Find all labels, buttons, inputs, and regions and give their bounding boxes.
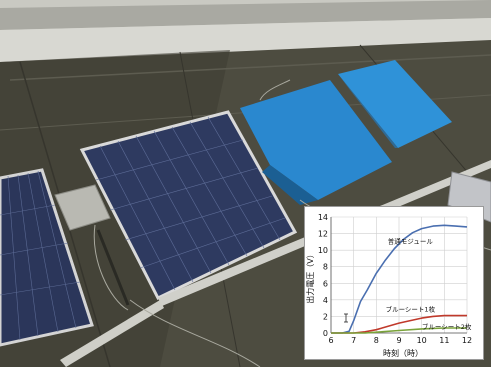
- y-tick-labels: 0 2 4 6 8 10 12 14: [318, 213, 328, 338]
- x-tick-label: 7: [351, 336, 356, 345]
- sensor-post: [96, 229, 130, 306]
- x-tick-label: 9: [396, 336, 401, 345]
- x-tick-labels: 6 7 8 9 10 11 12: [328, 336, 472, 345]
- y-tick-label: 10: [318, 246, 328, 255]
- y-tick-label: 2: [323, 312, 328, 321]
- tarp-shadow-1: [262, 165, 318, 205]
- concrete-block: [54, 184, 111, 231]
- x-tick-label: 12: [462, 336, 472, 345]
- series-label: ブルーシート2枚: [422, 322, 472, 331]
- x-axis-label: 時刻（時）: [383, 348, 423, 358]
- panel-grid-center: [95, 116, 286, 291]
- series-line: [331, 314, 467, 334]
- series-label: 普通モジュール: [388, 237, 434, 246]
- x-tick-label: 11: [439, 336, 449, 345]
- voltage-chart: 0 2 4 6 8 10 12 14 6 7 8 9 10 11 12 普通モジュールブルーシート1枚ブル…: [305, 213, 472, 358]
- y-tick-label: 8: [323, 263, 328, 272]
- roof-joint: [9, 54, 491, 81]
- series-line: [331, 327, 467, 334]
- x-tick-label: 8: [374, 336, 379, 345]
- series-label: ブルーシート1枚: [386, 304, 436, 313]
- x-tick-label: 6: [328, 336, 333, 345]
- solar-panel-center: [79, 110, 298, 300]
- y-tick-label: 14: [318, 213, 328, 222]
- blue-tarp-panel-1: [240, 80, 392, 200]
- panel-grid-left: [0, 170, 81, 341]
- y-tick-label: 6: [323, 279, 328, 288]
- blue-tarp-panel-2: [338, 60, 452, 148]
- chart-series: [331, 224, 468, 334]
- parapet-top: [0, 0, 491, 30]
- x-tick-label: 10: [417, 336, 427, 345]
- tarp-fold: [338, 74, 398, 148]
- y-axis-label: 出力電圧（V）: [305, 250, 315, 303]
- y-tick-label: 4: [323, 296, 328, 305]
- mounting-rail-left: [60, 300, 164, 367]
- voltage-chart-inset: 0 2 4 6 8 10 12 14 6 7 8 9 10 11 12 普通モジュール ブルーシート1枚ブル…: [304, 206, 484, 360]
- series-line: [331, 224, 468, 334]
- error-bar: [344, 313, 348, 323]
- y-tick-label: 12: [318, 230, 328, 239]
- y-tick-label: 0: [323, 329, 328, 338]
